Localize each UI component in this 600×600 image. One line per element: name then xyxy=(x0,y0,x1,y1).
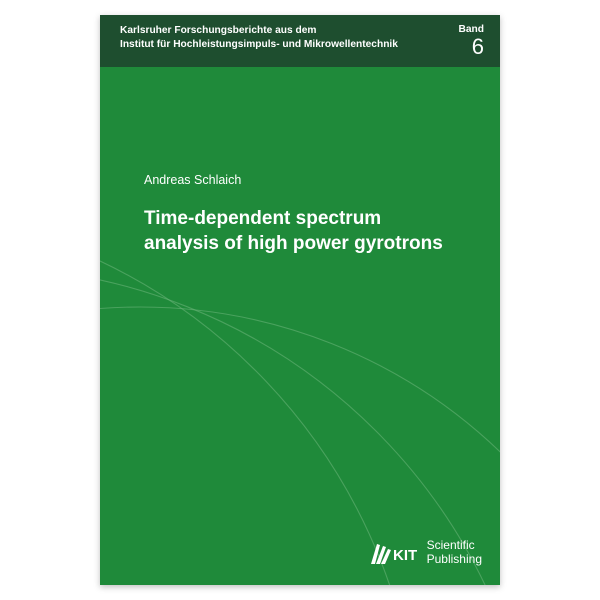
series-line-2: Institut für Hochleistungsimpuls- und Mi… xyxy=(120,39,398,50)
svg-text:KIT: KIT xyxy=(393,547,417,564)
volume-badge: Band 6 xyxy=(459,24,484,67)
book-title: Time-dependent spectrum analysis of high… xyxy=(144,207,443,256)
series-line-1: Karlsruher Forschungsberichte aus dem xyxy=(120,25,316,36)
title-line-1: Time-dependent spectrum xyxy=(144,208,381,229)
main-panel: Andreas Schlaich Time-dependent spectrum… xyxy=(100,67,500,585)
publisher-text: Scientific Publishing xyxy=(427,539,482,567)
publisher-line-2: Publishing xyxy=(427,552,482,566)
author-name: Andreas Schlaich xyxy=(144,173,241,187)
kit-logo-icon: KIT xyxy=(371,542,419,564)
top-bar: Karlsruher Forschungsberichte aus dem In… xyxy=(100,15,500,67)
publisher-line-1: Scientific xyxy=(427,538,475,552)
publisher-block: KIT Scientific Publishing xyxy=(371,539,482,567)
decorative-arcs xyxy=(100,67,500,585)
book-cover: Karlsruher Forschungsberichte aus dem In… xyxy=(100,15,500,585)
volume-number: 6 xyxy=(459,36,484,58)
series-title: Karlsruher Forschungsberichte aus dem In… xyxy=(120,24,398,67)
title-line-2: analysis of high power gyrotrons xyxy=(144,233,443,254)
